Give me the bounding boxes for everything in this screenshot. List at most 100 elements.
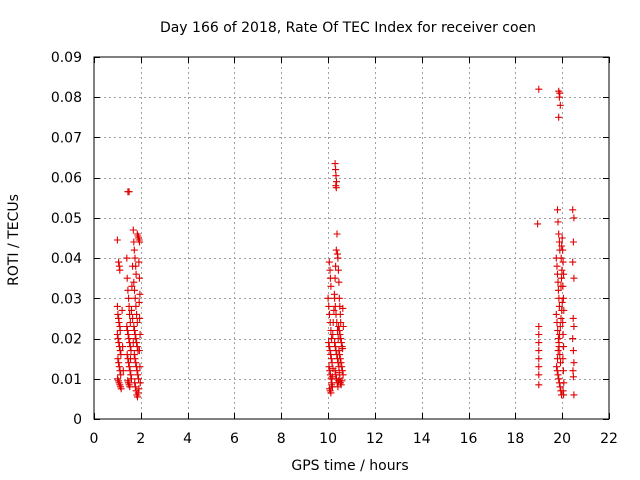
data-point — [332, 246, 340, 254]
data-point — [114, 310, 122, 318]
data-point — [559, 258, 567, 266]
data-point — [130, 278, 138, 286]
x-tick-label: 6 — [230, 431, 239, 447]
data-point — [558, 298, 566, 306]
data-point — [569, 238, 577, 246]
data-point — [131, 254, 139, 262]
y-tick-label: 0.06 — [51, 171, 82, 187]
data-point — [569, 335, 577, 343]
data-point — [128, 306, 135, 314]
y-tick-label: 0.05 — [51, 211, 82, 227]
data-point — [554, 371, 562, 379]
data-point — [129, 226, 137, 234]
data-point — [559, 246, 567, 254]
data-point — [553, 367, 561, 375]
y-tick-label: 0.04 — [51, 251, 82, 267]
data-point — [332, 172, 340, 180]
data-point — [555, 375, 563, 383]
data-point — [535, 323, 543, 330]
data-point — [115, 339, 123, 347]
data-point — [126, 343, 134, 351]
x-tick-label: 20 — [553, 431, 571, 447]
data-point — [130, 323, 138, 330]
y-tick-label: 0.09 — [51, 50, 82, 66]
data-point — [336, 310, 344, 318]
data-point — [136, 331, 144, 338]
x-tick-label: 4 — [183, 431, 192, 447]
data-point — [325, 258, 333, 266]
data-point — [125, 363, 133, 371]
data-point — [555, 302, 563, 310]
data-point — [131, 327, 138, 334]
data-point — [569, 258, 577, 266]
data-point — [331, 367, 339, 375]
data-point — [336, 331, 344, 338]
data-point — [535, 347, 543, 355]
data-point — [559, 319, 567, 326]
data-point — [335, 278, 343, 286]
data-point — [136, 363, 144, 371]
data-point — [116, 266, 124, 274]
data-point — [131, 355, 139, 363]
data-point — [555, 93, 563, 101]
data-point — [337, 359, 345, 367]
data-point — [135, 347, 143, 355]
data-point — [535, 381, 543, 389]
data-point — [325, 302, 333, 310]
data-point — [559, 355, 567, 363]
data-point — [123, 274, 131, 282]
data-point — [334, 254, 342, 262]
data-point — [554, 278, 562, 286]
data-point — [135, 298, 143, 306]
data-point — [136, 379, 144, 387]
data-point — [325, 363, 333, 371]
data-point — [569, 314, 577, 322]
data-point — [119, 343, 127, 351]
data-point — [135, 375, 142, 383]
data-point — [126, 367, 134, 375]
data-point — [558, 242, 566, 250]
data-point — [328, 381, 336, 389]
data-point — [133, 319, 141, 326]
data-point — [134, 371, 142, 379]
data-point — [134, 389, 142, 397]
data-point — [116, 327, 124, 334]
y-tick-label: 0.08 — [51, 90, 82, 106]
data-points — [113, 85, 578, 401]
data-point — [337, 319, 345, 326]
data-point — [570, 214, 578, 222]
data-point — [132, 335, 140, 343]
data-point — [327, 327, 335, 334]
data-point — [534, 220, 542, 228]
data-point — [125, 335, 133, 343]
data-point — [125, 359, 133, 367]
data-point — [535, 371, 543, 379]
data-point — [135, 258, 143, 266]
data-point — [558, 234, 566, 242]
data-point — [133, 367, 141, 375]
data-point — [132, 270, 140, 278]
data-point — [116, 347, 124, 355]
data-point — [555, 238, 563, 246]
data-point — [130, 246, 138, 254]
data-point — [125, 188, 133, 196]
data-point — [339, 371, 347, 379]
data-point — [338, 377, 346, 385]
data-point — [339, 304, 347, 312]
data-point — [556, 351, 564, 359]
grid — [94, 57, 609, 419]
data-point — [337, 339, 345, 347]
data-point — [556, 323, 564, 330]
data-point — [329, 331, 337, 338]
data-point — [535, 339, 543, 347]
data-point — [560, 270, 568, 278]
data-point — [114, 335, 122, 343]
data-point — [333, 178, 340, 186]
data-point — [128, 375, 135, 383]
data-point — [570, 391, 578, 399]
data-point — [535, 355, 543, 363]
data-point — [325, 339, 333, 347]
data-point — [117, 351, 125, 359]
data-point — [570, 359, 578, 367]
data-point — [328, 359, 336, 367]
